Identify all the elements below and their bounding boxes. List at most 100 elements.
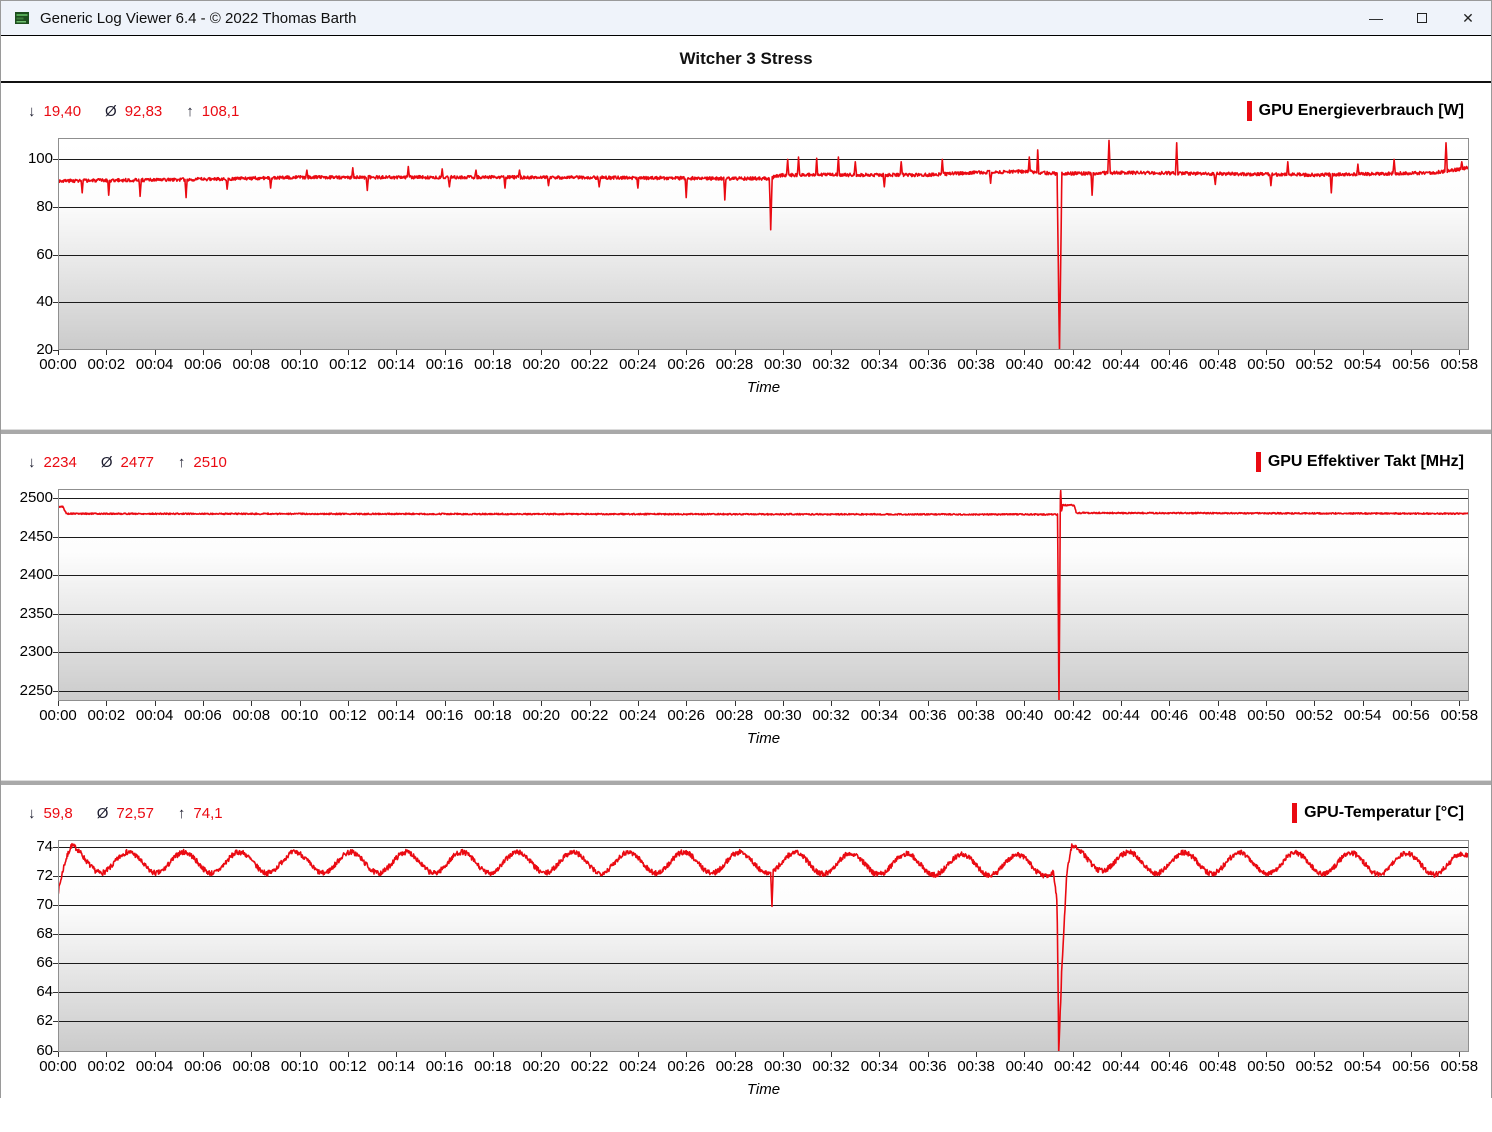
y-axis-tick bbox=[53, 1051, 58, 1052]
x-axis-tick bbox=[783, 350, 784, 355]
x-tick-label: 00:22 bbox=[570, 1058, 609, 1075]
plot-region[interactable] bbox=[58, 138, 1469, 350]
x-axis-tick bbox=[928, 1052, 929, 1057]
x-axis-tick bbox=[976, 350, 977, 355]
plot-region[interactable] bbox=[58, 840, 1469, 1052]
maximize-button[interactable] bbox=[1399, 1, 1445, 35]
x-axis-tick bbox=[541, 350, 542, 355]
x-tick-label: 00:50 bbox=[1247, 1058, 1285, 1075]
x-axis-tick bbox=[1314, 701, 1315, 706]
y-axis-tick bbox=[53, 876, 58, 877]
x-tick-label: 00:24 bbox=[619, 356, 657, 373]
x-tick-label: 00:40 bbox=[1005, 356, 1044, 373]
x-tick-label: 00:30 bbox=[764, 356, 802, 373]
x-axis-tick bbox=[396, 1052, 397, 1057]
series-color-swatch bbox=[1292, 803, 1298, 823]
x-tick-label: 00:38 bbox=[957, 707, 995, 724]
chart-area-temperature[interactable]: 74 72 70 68 66 64 62 60 00:00 00:02 00:04 00:06 00:0… bbox=[1, 829, 1491, 1117]
close-button[interactable]: ✕ bbox=[1445, 1, 1491, 35]
title-bar[interactable]: Generic Log Viewer 6.4 - © 2022 Thomas B… bbox=[1, 1, 1491, 36]
x-tick-label: 00:52 bbox=[1295, 707, 1334, 724]
x-axis-tick bbox=[1459, 350, 1460, 355]
x-axis-tick bbox=[300, 350, 301, 355]
x-tick-label: 00:56 bbox=[1392, 1058, 1430, 1075]
x-axis-tick bbox=[155, 701, 156, 706]
x-axis-tick bbox=[1411, 350, 1412, 355]
x-tick-label: 00:34 bbox=[860, 707, 899, 724]
x-axis-tick bbox=[203, 350, 204, 355]
stat-min-value: 59,8 bbox=[43, 804, 73, 822]
average-icon: Ø bbox=[96, 804, 109, 822]
x-tick-label: 00:08 bbox=[232, 1058, 271, 1075]
x-tick-label: 00:20 bbox=[522, 1058, 560, 1075]
log-title: Witcher 3 Stress bbox=[679, 48, 813, 68]
x-axis-tick bbox=[445, 350, 446, 355]
x-tick-label: 00:24 bbox=[619, 1058, 657, 1075]
x-axis-tick bbox=[590, 350, 591, 355]
y-tick-label: 100 bbox=[27, 150, 53, 168]
x-axis-tick bbox=[1024, 701, 1025, 706]
x-axis-tick bbox=[1266, 350, 1267, 355]
x-axis-title: Time bbox=[746, 1081, 781, 1098]
x-tick-label: 00:00 bbox=[39, 356, 77, 373]
y-axis-tick bbox=[53, 350, 58, 351]
chart-area-clock[interactable]: 2500 2450 2400 2350 2300 2250 00:00 00:02 00:04 0… bbox=[1, 478, 1491, 766]
x-axis-tick bbox=[928, 350, 929, 355]
log-header: Witcher 3 Stress bbox=[1, 36, 1491, 83]
x-axis-tick bbox=[493, 350, 494, 355]
x-axis-tick bbox=[445, 1052, 446, 1057]
y-tick-label: 72 bbox=[36, 866, 53, 884]
x-axis-tick bbox=[783, 701, 784, 706]
x-tick-label: 00:10 bbox=[280, 1058, 319, 1075]
x-axis-tick bbox=[735, 701, 736, 706]
x-axis-tick bbox=[106, 701, 107, 706]
x-axis-tick bbox=[1073, 1052, 1074, 1057]
x-tick-label: 00:48 bbox=[1198, 707, 1237, 724]
minimize-button[interactable]: — bbox=[1353, 1, 1399, 35]
y-tick-label: 2500 bbox=[19, 489, 53, 507]
x-axis-tick bbox=[541, 701, 542, 706]
plot-region[interactable] bbox=[58, 489, 1469, 701]
x-axis-tick bbox=[831, 701, 832, 706]
x-tick-label: 00:46 bbox=[1150, 1058, 1189, 1075]
x-axis-tick bbox=[1169, 1052, 1170, 1057]
x-axis-tick bbox=[1266, 1052, 1267, 1057]
max-arrow-icon: ↑ bbox=[177, 804, 186, 822]
y-axis-tick bbox=[53, 691, 58, 692]
y-axis-tick bbox=[53, 498, 58, 499]
y-axis-tick bbox=[53, 963, 58, 964]
x-axis-tick bbox=[1411, 1052, 1412, 1057]
y-tick-label: 60 bbox=[36, 1041, 53, 1059]
x-axis-tick bbox=[735, 1052, 736, 1057]
minimize-icon: — bbox=[1369, 10, 1383, 26]
x-axis-tick bbox=[348, 1052, 349, 1057]
y-tick-label: 2350 bbox=[19, 604, 53, 622]
min-arrow-icon: ↓ bbox=[28, 804, 36, 822]
x-tick-label: 00:32 bbox=[812, 1058, 850, 1075]
x-tick-label: 00:02 bbox=[87, 356, 126, 373]
x-axis-tick bbox=[1218, 1052, 1219, 1057]
x-tick-label: 00:22 bbox=[570, 707, 609, 724]
maximize-icon bbox=[1417, 13, 1427, 23]
stat-min-value: 2234 bbox=[43, 453, 77, 471]
y-axis-tick bbox=[53, 302, 58, 303]
x-tick-label: 00:28 bbox=[715, 1058, 754, 1075]
x-axis-tick bbox=[928, 701, 929, 706]
x-axis-title: Time bbox=[746, 730, 781, 747]
x-axis-tick bbox=[203, 701, 204, 706]
x-tick-label: 00:32 bbox=[812, 356, 850, 373]
y-axis-tick bbox=[53, 934, 58, 935]
y-tick-label: 2250 bbox=[19, 681, 53, 699]
x-axis-tick bbox=[1024, 1052, 1025, 1057]
x-axis-tick bbox=[879, 350, 880, 355]
x-tick-label: 00:04 bbox=[135, 707, 174, 724]
chart-area-power[interactable]: 100 80 60 40 20 00:00 00:02 00:04 00:06 00:08 00:1… bbox=[1, 127, 1491, 415]
x-axis-tick bbox=[1169, 701, 1170, 706]
x-tick-label: 00:18 bbox=[474, 1058, 512, 1075]
x-tick-label: 00:30 bbox=[764, 1058, 802, 1075]
stat-avg-value: 72,57 bbox=[116, 804, 154, 822]
y-tick-label: 60 bbox=[36, 245, 53, 263]
x-axis-tick bbox=[831, 350, 832, 355]
y-axis-tick bbox=[53, 207, 58, 208]
x-axis-tick bbox=[686, 1052, 687, 1057]
